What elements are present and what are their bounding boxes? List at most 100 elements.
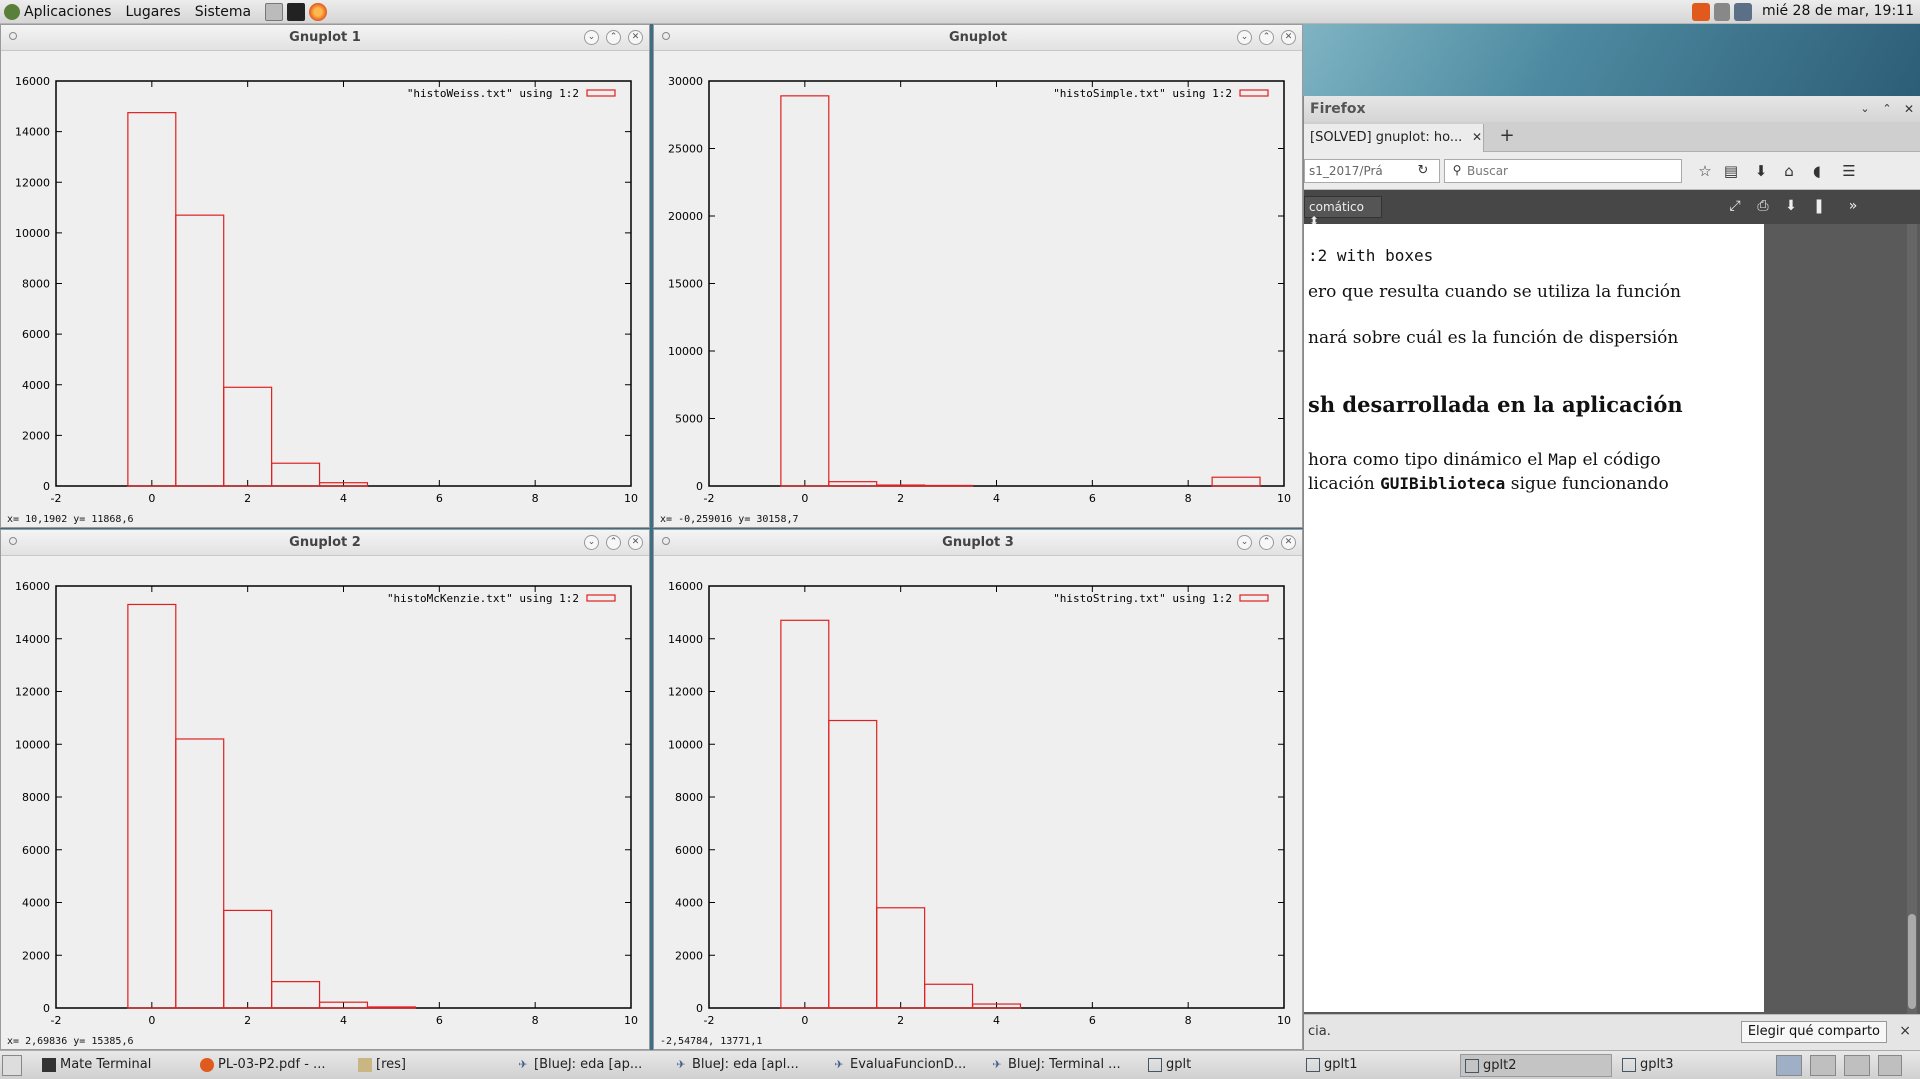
gnuplot-titlebar[interactable]: Gnuplot 2 ⌄ ⌃ ✕ (1, 530, 649, 556)
task-gplt[interactable]: gplt (1144, 1054, 1294, 1077)
y-tick-label: 30000 (668, 75, 703, 88)
minimize-icon[interactable]: ⌄ (1237, 30, 1252, 45)
bookmark-icon[interactable]: ❚ (1813, 198, 1825, 214)
y-tick-label: 14000 (668, 633, 703, 646)
y-tick-label: 8000 (675, 791, 703, 804)
menu-sistema[interactable]: Sistema (194, 3, 252, 20)
pdf-scrollbar-thumb[interactable] (1908, 914, 1916, 1009)
clock[interactable]: mié 28 de mar, 19:11 (1761, 3, 1914, 19)
home-icon[interactable]: ⌂ (1784, 162, 1794, 180)
x-tick-label: 0 (148, 492, 155, 505)
save-icon[interactable]: ⬇ (1785, 198, 1797, 214)
pdf-viewport[interactable]: :2 with boxes ero que resulta cuando se … (1304, 224, 1920, 1014)
task-gplt1[interactable]: gplt1 (1302, 1054, 1452, 1077)
window-menu-icon[interactable] (9, 32, 17, 40)
x-coord: -0,259016 (678, 514, 733, 525)
maximize-icon[interactable]: ⌃ (606, 30, 621, 45)
close-icon[interactable]: ✕ (1281, 535, 1296, 550)
minimize-icon[interactable]: ⌄ (584, 535, 599, 550)
reload-icon[interactable]: ↻ (1417, 163, 1429, 178)
tools-icon[interactable]: » (1848, 198, 1858, 214)
search-input[interactable]: Buscar (1444, 159, 1682, 183)
y-tick-label: 0 (696, 480, 703, 493)
legend-swatch (586, 594, 616, 602)
task-gplt3[interactable]: gplt3 (1618, 1054, 1768, 1077)
firefox-window[interactable]: Firefox ⌄ ⌃ ✕ [SOLVED] gnuplot: ho... ✕ … (1303, 96, 1920, 1050)
workspace-1[interactable] (1776, 1055, 1802, 1076)
mate-logo-icon[interactable] (4, 3, 20, 20)
gnuplot-window-1[interactable]: Gnuplot 1 ⌄ ⌃ ✕ 0 2000 4000 6000 8000 10000 12000 1… (0, 24, 650, 528)
task-bluej-terminal[interactable]: ✈ BlueJ: Terminal ... (986, 1054, 1136, 1077)
pdf-code: GUIBiblioteca (1380, 474, 1506, 493)
workspace-3[interactable] (1844, 1055, 1870, 1076)
pdf-scrollbar[interactable] (1907, 224, 1917, 1014)
gnuplot-window-3[interactable]: Gnuplot 3 ⌄ ⌃ ✕ 0 2000 4000 6000 8000 10000 12000 1… (653, 529, 1303, 1050)
firefox-launcher-icon[interactable] (309, 2, 328, 21)
minimize-icon[interactable]: ⌄ (584, 30, 599, 45)
menu-aplicaciones[interactable]: Aplicaciones (24, 3, 112, 20)
x-tick-label: 2 (244, 1014, 251, 1027)
window-menu-icon[interactable] (662, 537, 670, 545)
gnuplot-window-simple[interactable]: Gnuplot ⌄ ⌃ ✕ 0 5000 10000 15000 20000 25000 30000… (653, 24, 1303, 528)
y-tick-label: 0 (43, 1002, 50, 1015)
maximize-icon[interactable]: ⌃ (606, 535, 621, 550)
url-bar[interactable]: s1_2017/Prá (1304, 159, 1440, 183)
download-icon[interactable]: ⬇ (1754, 162, 1768, 180)
notification-close-icon[interactable]: × (1899, 1023, 1911, 1039)
task-bluej-1[interactable]: ✈ [BlueJ: eda [ap... (512, 1054, 664, 1077)
fullscreen-icon[interactable]: ⤢ (1729, 198, 1741, 214)
firefox-titlebar[interactable]: Firefox ⌄ ⌃ ✕ (1304, 96, 1920, 122)
close-icon[interactable]: ✕ (628, 535, 643, 550)
workspace-4[interactable] (1878, 1055, 1902, 1076)
maximize-icon[interactable]: ⌃ (1259, 30, 1274, 45)
minimize-icon[interactable]: ⌄ (1860, 102, 1870, 115)
task-bluej-2[interactable]: ✈ BlueJ: eda [apl... (670, 1054, 822, 1077)
terminal-launcher-icon[interactable] (287, 2, 306, 21)
bookmark-star-icon[interactable]: ☆ (1698, 162, 1712, 180)
task-res-folder[interactable]: [res] (354, 1054, 504, 1077)
maximize-icon[interactable]: ⌃ (1882, 102, 1892, 115)
task-label: BlueJ: eda [apl... (692, 1057, 799, 1072)
network-icon[interactable] (1734, 3, 1752, 21)
minimize-icon[interactable]: ⌄ (1237, 535, 1252, 550)
pdf-text: el código (1577, 450, 1661, 470)
share-choose-button[interactable]: Elegir qué comparto (1740, 1021, 1887, 1043)
y-tick-label: 14000 (15, 633, 50, 646)
menu-lugares[interactable]: Lugares (125, 3, 181, 20)
window-menu-icon[interactable] (662, 32, 670, 40)
new-tab-icon[interactable]: + (1499, 125, 1515, 146)
clipboard-icon[interactable]: ▤ (1723, 162, 1739, 180)
x-tick-label: 10 (624, 1014, 638, 1027)
close-icon[interactable]: ✕ (1903, 102, 1915, 116)
file-manager-launcher-icon[interactable] (265, 2, 284, 21)
maximize-icon[interactable]: ⌃ (1259, 535, 1274, 550)
show-desktop-icon[interactable] (2, 1055, 22, 1076)
volume-icon[interactable] (1714, 3, 1730, 21)
workspace-2[interactable] (1810, 1055, 1836, 1076)
y-coord: 15385,6 (91, 1036, 134, 1047)
gnuplot-titlebar[interactable]: Gnuplot 3 ⌄ ⌃ ✕ (654, 530, 1302, 556)
task-evalua-funcion[interactable]: ✈ EvaluaFuncionD... (828, 1054, 980, 1077)
update-notifier-icon[interactable] (1692, 3, 1710, 21)
close-icon[interactable]: ✕ (1281, 30, 1296, 45)
close-icon[interactable]: ✕ (628, 30, 643, 45)
x-coord-label: x= (7, 514, 20, 525)
print-icon[interactable]: ⎙ (1757, 198, 1769, 214)
hamburger-menu-icon[interactable]: ☰ (1842, 162, 1856, 180)
pocket-icon[interactable]: ◖ (1813, 162, 1821, 180)
gnuplot-window-2[interactable]: Gnuplot 2 ⌄ ⌃ ✕ 0 2000 4000 6000 8000 10000 12000 1… (0, 529, 650, 1050)
close-tab-icon[interactable]: ✕ (1471, 130, 1483, 144)
task-gplt2[interactable]: gplt2 (1460, 1054, 1612, 1077)
gnuplot-titlebar[interactable]: Gnuplot ⌄ ⌃ ✕ (654, 25, 1302, 51)
task-mate-terminal[interactable]: Mate Terminal (38, 1054, 188, 1077)
tab-gnuplot-forum[interactable]: [SOLVED] gnuplot: ho... (1304, 124, 1484, 152)
task-pdf-firefox[interactable]: PL-03-P2.pdf - ... (196, 1054, 346, 1077)
gnuplot-titlebar[interactable]: Gnuplot 1 ⌄ ⌃ ✕ (1, 25, 649, 51)
firefox-icon (200, 1058, 214, 1072)
window-menu-icon[interactable] (9, 537, 17, 545)
zoom-select[interactable]: comático ⬍ (1304, 196, 1382, 228)
